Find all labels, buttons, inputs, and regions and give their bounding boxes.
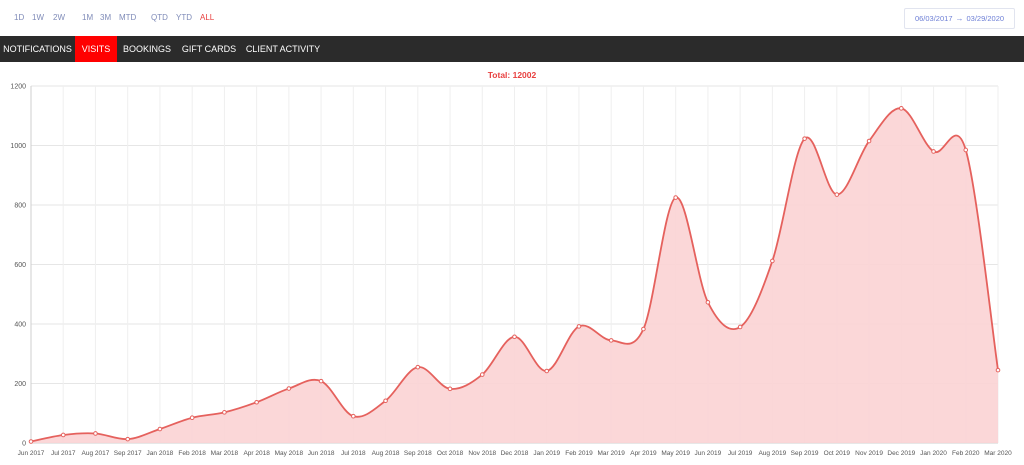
data-point [834,192,840,197]
x-tick-label: Sep 2017 [114,450,142,457]
x-tick-label: Oct 2019 [824,450,851,457]
x-tick-label: Mar 2019 [597,450,625,457]
y-tick-label: 0 [22,441,26,448]
data-point [963,147,969,153]
data-point [899,106,904,111]
data-point [60,432,66,438]
range-selector: 1D 1W 2W 1M 3M MTD QTD YTD ALL [0,0,1024,36]
data-point [641,326,646,332]
x-tick-label: Aug 2018 [372,450,400,457]
data-point [415,364,421,370]
tab-client-activity[interactable]: CLIENT ACTIVITY [245,44,321,54]
x-tick-label: Jan 2020 [920,450,947,457]
data-point [544,368,550,374]
data-point [673,195,678,200]
x-tick-label: Jun 2019 [695,450,722,457]
range-button-all[interactable]: ALL [200,13,215,22]
range-button-1w[interactable]: 1W [32,13,44,22]
y-tick-label: 200 [14,381,26,388]
range-button-1m[interactable]: 1M [82,13,94,22]
x-tick-label: Jan 2018 [147,450,174,457]
data-point [189,415,195,421]
range-button-1d[interactable]: 1D [14,13,25,22]
arrow-right-icon: → [955,14,964,23]
range-button-qtd[interactable]: QTD [151,13,168,22]
data-point [157,426,163,432]
data-point [318,378,324,384]
y-tick-label: 400 [14,322,26,329]
data-point [866,138,872,144]
x-tick-label: Jul 2018 [341,450,366,457]
x-tick-label: Jun 2017 [18,450,45,457]
x-tick-label: Feb 2019 [565,450,593,457]
data-point [995,367,1001,373]
visits-area [31,108,998,444]
tab-gift-cards[interactable]: GIFT CARDS [181,44,237,54]
x-tick-label: Mar 2020 [984,450,1012,457]
x-tick-label: Jan 2019 [533,450,560,457]
y-tick-label: 1000 [10,143,26,150]
data-point [802,136,807,141]
chart-title: Total: 12002 [488,70,537,80]
date-range-picker[interactable]: 06/03/2017 → 03/29/2020 [904,8,1015,29]
x-tick-label: Feb 2020 [952,450,980,457]
x-tick-label: Mar 2018 [211,450,239,457]
x-tick-label: Sep 2018 [404,450,432,457]
data-point [576,324,582,329]
data-point [770,258,775,264]
visits-area-chart: 0 200 400 600 800 1000 1200 Jun 2017 Jul 2017 Aug… [10,70,1012,457]
x-tick-label: Sep 2019 [791,450,819,457]
data-point [286,386,292,391]
data-point [705,299,711,305]
data-point [93,431,98,436]
data-point [608,338,614,343]
x-tick-label: Jul 2019 [728,450,753,457]
x-tick-label: May 2019 [661,450,690,457]
x-tick-label: Apr 2018 [243,450,270,457]
data-point [931,149,936,154]
data-point [479,372,485,377]
x-tick-label: Feb 2018 [178,450,206,457]
y-tick-label: 600 [14,262,26,269]
x-tick-label: Dec 2018 [501,450,529,457]
range-button-3m[interactable]: 3M [100,13,112,22]
date-range-start: 06/03/2017 [914,14,953,23]
data-point [222,410,227,415]
data-point [351,413,356,419]
y-tick-label: 800 [14,203,26,210]
data-point [28,439,34,444]
data-point [512,334,517,340]
tab-visits[interactable]: VISITS [75,36,117,62]
y-tick-label: 1200 [10,84,26,91]
data-point [254,399,259,405]
x-tick-label: Aug 2019 [758,450,786,457]
x-tick-label: Oct 2018 [437,450,464,457]
x-tick-label: Aug 2017 [82,450,110,457]
range-button-ytd[interactable]: YTD [176,13,192,22]
tab-bookings[interactable]: BOOKINGS [122,44,171,54]
data-point [125,436,130,442]
data-point [737,324,743,330]
x-tick-label: Jun 2018 [308,450,335,457]
range-button-mtd[interactable]: MTD [119,13,137,22]
tab-notifications[interactable]: NOTIFICATIONS [3,44,72,54]
range-button-2w[interactable]: 2W [53,13,65,22]
data-point [447,386,453,392]
report-tabs: NOTIFICATIONS VISITS BOOKINGS GIFT CARDS CLI… [0,36,1024,62]
visits-line [30,107,999,443]
x-tick-label: Apr 2019 [630,450,657,457]
date-range-end: 03/29/2020 [966,14,1005,23]
x-tick-label: Nov 2018 [468,450,496,457]
x-tick-label: May 2018 [275,450,304,457]
x-tick-label: Jul 2017 [51,450,76,457]
visits-chart: 0 200 400 600 800 1000 1200 Jun 2017 Jul 2017 Aug… [0,62,1024,465]
data-point [383,398,388,404]
x-tick-label: Nov 2019 [855,450,883,457]
x-tick-label: Dec 2019 [887,450,915,457]
